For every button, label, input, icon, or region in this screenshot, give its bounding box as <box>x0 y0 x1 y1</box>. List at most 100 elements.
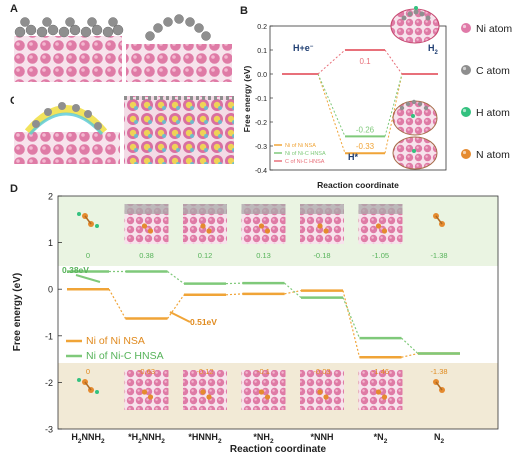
panel-b-inset-ni-nsa <box>392 136 438 170</box>
panel-b-state-end: H2 <box>428 43 439 56</box>
panel-d-green-value: -0.18 <box>313 251 330 260</box>
panel-d-connector <box>167 294 185 319</box>
atom-legend-label: C atom <box>476 65 510 77</box>
panel-b-connector <box>384 49 403 75</box>
panel-c: C <box>10 95 234 164</box>
panel-d-green-value: 0 <box>86 251 90 260</box>
n-atom <box>258 223 265 229</box>
slab-thumbnail <box>183 370 227 410</box>
panel-b-y-ticks: 0.2 0.1 0.0 -0.1 -0.2 -0.3 -0.4 <box>255 24 273 175</box>
n-atom <box>381 394 388 400</box>
panel-b-legend-label: Ni of Ni-C HNSA <box>285 151 326 157</box>
panel-b-value-label: 0.1 <box>359 57 371 66</box>
panel-d-orange-value: -0.12 <box>196 367 213 376</box>
n-atom <box>200 389 206 395</box>
n-atom <box>147 228 154 234</box>
panel-d-x-category: *HNNH2 <box>188 432 222 445</box>
panel-d-x-category: *H2NNH2 <box>128 432 165 445</box>
panel-b-inset-c-site <box>390 6 440 44</box>
panel-d-ytick-label: 1 <box>48 238 53 248</box>
n-atom <box>264 228 271 234</box>
atom-legend-swatch <box>460 106 472 118</box>
panel-d-connector <box>401 352 419 358</box>
panel-d-plot-frame <box>57 195 499 430</box>
panel-b-legend-label: C of Ni-C HNSA <box>285 159 325 165</box>
h-atom <box>77 378 81 382</box>
n-atom <box>323 394 329 400</box>
annotation-051ev: 0.51eV <box>190 317 217 327</box>
panel-d-x-category: *N2 <box>374 432 388 445</box>
panel-a-image-2 <box>126 14 232 82</box>
atom-legend-swatch <box>460 22 472 34</box>
panel-b-ytick-label: -0.4 <box>255 168 267 175</box>
n-n-bond <box>84 381 92 391</box>
slab-thumbnail <box>241 370 286 410</box>
atom-legend-highlight <box>462 24 467 29</box>
panel-d-orange-value: 0 <box>86 367 90 376</box>
n-atom <box>264 394 271 400</box>
atom-legend-label: N atom <box>476 149 510 161</box>
panel-b-ytick-label: -0.1 <box>255 96 267 103</box>
panel-d-connector <box>108 288 127 319</box>
panel-label-b: B <box>240 5 248 17</box>
atom-legend-highlight <box>462 150 467 155</box>
n-atom <box>206 228 212 234</box>
atom-legend-highlight <box>462 66 467 71</box>
panel-b-series: -0.33 -0.26 0.1 <box>282 49 438 155</box>
panel-label-a: A <box>10 3 18 15</box>
h-atom <box>77 212 81 216</box>
panel-b-legend: Ni of Ni NSA Ni of Ni-C HNSA C of Ni-C HNS… <box>274 143 326 165</box>
n-n-bond <box>435 215 443 225</box>
atom-legend-swatch <box>460 148 472 160</box>
panel-d-series <box>67 270 460 359</box>
n-atom <box>141 223 148 229</box>
panel-b-ytick-label: -0.2 <box>255 120 267 127</box>
panel-d-orange-value: -1.38 <box>430 367 447 376</box>
panel-d-value-labels: 0 0 0.38 -0.63 0.12 -0.12 0.13 -0.1 -0.18 -0.03 -1… <box>86 251 448 376</box>
panel-c-image-1 <box>14 96 120 164</box>
panel-d-green-value: 0.38 <box>139 251 154 260</box>
panel-b-connector <box>317 73 346 137</box>
panel-d-green-value: -1.05 <box>372 251 389 260</box>
annotation-038ev: 0.38eV <box>62 265 89 275</box>
n-atom <box>317 389 323 395</box>
slab-thumbnail <box>358 370 403 410</box>
panel-d-connector <box>225 293 243 296</box>
panel-b-legend-label: Ni of Ni NSA <box>285 143 316 149</box>
panel-b-connector <box>317 49 346 75</box>
atom-legend-label: Ni atom <box>476 23 512 35</box>
panel-d-ytick-label: 2 <box>48 192 53 202</box>
n-atom <box>317 223 323 229</box>
panel-d-green-value: 0.13 <box>256 251 271 260</box>
panel-d-connector <box>284 282 302 299</box>
n-atom <box>206 394 212 400</box>
n-atom <box>323 228 329 234</box>
panel-d-xlabel: Reaction coordinate <box>230 444 327 455</box>
panel-b-connector <box>384 73 403 137</box>
panel-b-ytick-label: -0.3 <box>255 144 267 151</box>
panel-d-orange-value: -1.46 <box>372 367 389 376</box>
panel-d-connector <box>167 271 185 285</box>
atom-legend: Ni atom C atom H atom N atom <box>460 22 512 161</box>
panel-d-structures <box>77 204 445 410</box>
atom-legend-swatch <box>460 64 472 76</box>
panel-d-green-value: 0.12 <box>198 251 213 260</box>
panel-d-x-category: H2NNH2 <box>71 432 105 445</box>
n-atom <box>141 389 148 395</box>
panel-d-legend: Ni of Ni NSA Ni of Ni-C HNSA <box>66 335 164 362</box>
n-atom <box>381 228 388 234</box>
slab-thumbnail <box>124 370 169 410</box>
panel-d-x-category: N2 <box>434 432 445 445</box>
panel-b-ytick-label: 0.1 <box>257 48 267 55</box>
h-atom <box>95 224 99 228</box>
panel-b-value-label: -0.33 <box>356 142 375 151</box>
n-n-bond <box>84 215 92 225</box>
panel-d-legend-ni-c-hnsa: Ni of Ni-C HNSA <box>86 350 164 362</box>
atom-legend-highlight <box>462 108 467 113</box>
n-n-bond <box>435 381 443 391</box>
panel-b-state-middle: H* <box>348 152 358 162</box>
carbon-layer <box>300 204 344 214</box>
n-atom <box>375 389 382 395</box>
panel-d-orange-value: -0.03 <box>313 367 330 376</box>
panel-b-ylabel: Free energy (eV) <box>242 66 252 133</box>
